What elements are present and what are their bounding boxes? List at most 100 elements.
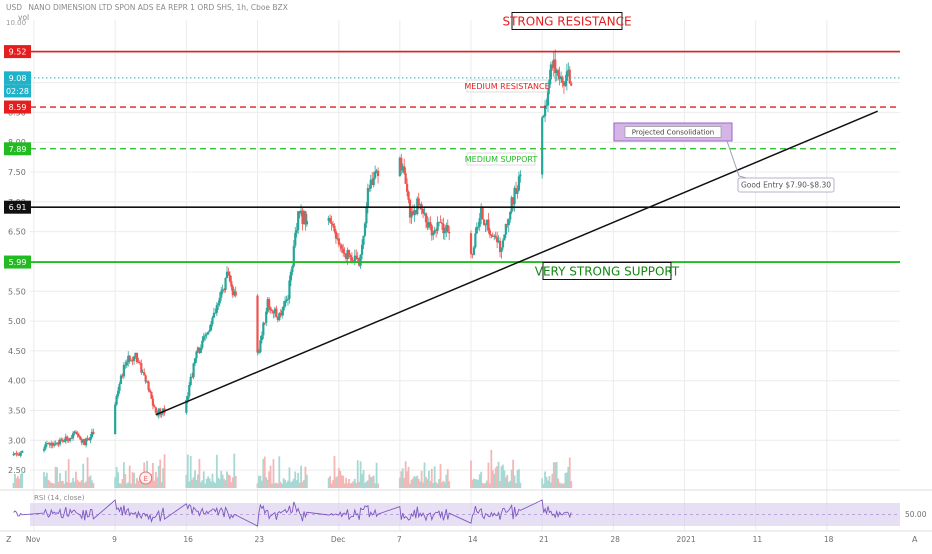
volume-bar [221,474,224,488]
price-label-text: 02:28 [6,87,29,96]
candle-body [485,219,489,225]
volume-bar [217,477,220,488]
volume-bar [44,476,47,488]
candle-body [272,311,275,314]
candle-body [63,440,66,442]
volume-bar [416,475,419,488]
volume-bar [144,483,147,488]
candle-body [186,395,189,401]
price-label-box [4,84,31,98]
volume-bar [79,481,82,488]
volume-bar [561,483,564,488]
candle-body [480,207,483,219]
candle-body [548,79,551,89]
candle-body [498,240,502,253]
candle-body [265,311,268,323]
volume-bar [412,478,414,488]
candle-body [504,224,507,235]
volume-bar [337,468,340,488]
candle-body [446,225,449,232]
candle-body [191,376,194,378]
candle-body [517,176,521,191]
candle-body [70,437,73,439]
volume-bar [292,478,295,488]
candle-body [445,225,448,231]
candle-body [334,231,338,239]
candle-body [202,336,205,341]
candle-body [376,170,380,177]
trendline [155,110,878,416]
candle-body [61,439,64,442]
annotations: STRONG RESISTANCE MEDIUM RESISTANCE MEDIUM… [464,12,835,280]
volume-bar [355,482,358,488]
volume-bar [291,480,294,488]
x-tick-label: 9 [112,535,117,544]
volume-bar [50,482,53,488]
zoom-icon: Z [6,535,12,544]
candle-body [423,213,426,215]
candle-body [224,278,227,290]
volume-bar [12,482,15,488]
candle-body [212,312,216,318]
x-axis: Nov 9 16 23 Dec 7 14 21 28 2021 11 18 Z A [0,530,932,544]
volume-bar [202,471,205,488]
candle-body [262,322,265,336]
candle-body [401,166,404,171]
y-tick-label: 5.00 [8,317,26,326]
candle-body [228,274,232,282]
volume-bar [301,481,304,488]
volume-bar [274,483,276,488]
volume-bar [475,479,478,488]
x-tick-label: 2021 [677,535,696,544]
candle-body [552,59,555,68]
candle-body [257,352,261,353]
volume-bar [486,480,488,488]
volume-bar [564,473,567,488]
candle-body [148,390,152,392]
volume-bar [121,479,124,488]
volume-bar [76,479,79,488]
candle-body [127,355,130,363]
volume-bar [154,471,157,488]
volume-bar [365,481,368,488]
x-tick-label: 23 [255,535,265,544]
candle-body [122,364,125,377]
candle-body [416,198,419,215]
volume-bar [258,475,260,488]
candle-body [16,453,19,455]
volume-bar [288,467,291,488]
volume-bar [226,471,228,488]
volume-bar [147,483,150,488]
volume-bar [115,466,118,488]
volume-bar [287,480,289,488]
volume-bar [353,478,356,488]
candle-body [475,226,478,234]
rsi-pane: RSI (14, close) 50.00 [0,489,932,527]
candle-body [564,80,567,86]
candle-body [414,210,417,215]
volume-bar [491,469,494,488]
candle-body [45,443,49,445]
candle-body [157,408,160,416]
candle-body [89,436,92,441]
candle-body [410,211,413,218]
candle-body [90,431,94,437]
candle-body [147,381,150,391]
volume-bar [345,477,347,488]
y-tick-label: 6.50 [8,228,26,237]
candle-body [405,183,409,192]
candle-body [337,238,340,245]
candle-body [362,235,365,245]
volume-bar [500,466,503,488]
volume-bar [124,474,127,488]
volume-bar [207,476,210,488]
annotation-text: MEDIUM SUPPORT [465,155,538,164]
volume-bar [419,481,422,488]
volume-bar [481,482,484,488]
candle-body [143,372,146,376]
volume-bar [544,471,546,488]
candle-body [276,316,279,321]
volume-bar [427,470,430,488]
candle-body [220,291,223,298]
candle-body [513,187,516,205]
